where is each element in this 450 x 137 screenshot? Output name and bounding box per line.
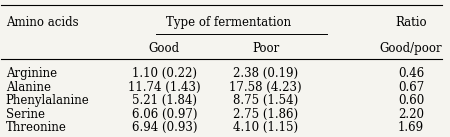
Text: 1.10 (0.22): 1.10 (0.22) xyxy=(132,67,197,80)
Text: 4.10 (1.15): 4.10 (1.15) xyxy=(233,121,298,134)
Text: Good/poor: Good/poor xyxy=(380,42,442,55)
Text: 11.74 (1.43): 11.74 (1.43) xyxy=(128,81,201,94)
Text: 5.21 (1.84): 5.21 (1.84) xyxy=(132,94,197,107)
Text: Good: Good xyxy=(149,42,180,55)
Text: 2.20: 2.20 xyxy=(398,108,424,121)
Text: 2.75 (1.86): 2.75 (1.86) xyxy=(233,108,298,121)
Text: 0.46: 0.46 xyxy=(398,67,424,80)
Text: 8.75 (1.54): 8.75 (1.54) xyxy=(233,94,298,107)
Text: 0.60: 0.60 xyxy=(398,94,424,107)
Text: 6.94 (0.93): 6.94 (0.93) xyxy=(131,121,197,134)
Text: Phenylalanine: Phenylalanine xyxy=(6,94,90,107)
Text: Serine: Serine xyxy=(6,108,45,121)
Text: 2.38 (0.19): 2.38 (0.19) xyxy=(233,67,298,80)
Text: Type of fermentation: Type of fermentation xyxy=(166,16,291,29)
Text: Alanine: Alanine xyxy=(6,81,51,94)
Text: Amino acids: Amino acids xyxy=(6,16,78,29)
Text: 1.69: 1.69 xyxy=(398,121,424,134)
Text: 6.06 (0.97): 6.06 (0.97) xyxy=(131,108,197,121)
Text: Ratio: Ratio xyxy=(395,16,427,29)
Text: 17.58 (4.23): 17.58 (4.23) xyxy=(229,81,302,94)
Text: 0.67: 0.67 xyxy=(398,81,424,94)
Text: Arginine: Arginine xyxy=(6,67,57,80)
Text: Threonine: Threonine xyxy=(6,121,67,134)
Text: Poor: Poor xyxy=(252,42,279,55)
